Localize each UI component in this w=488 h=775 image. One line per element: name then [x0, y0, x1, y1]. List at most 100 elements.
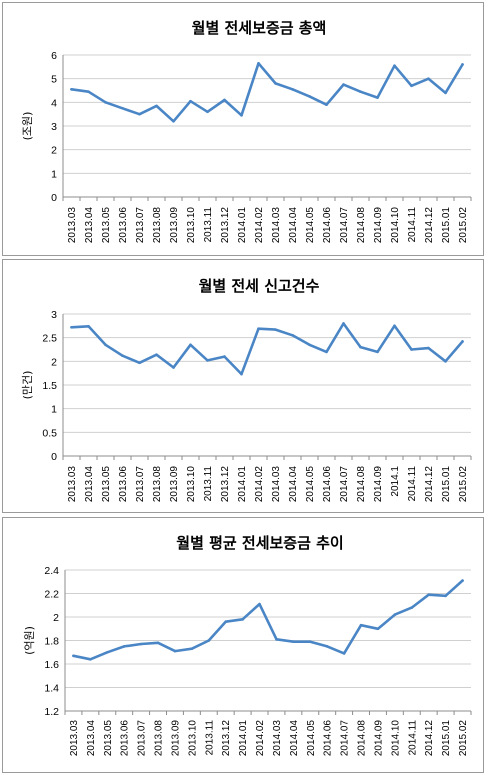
- chart-panel-average-deposit: 월별 평균 전세보증금 추이 (억원) 1.2 1.4 1.6 1.8 2 2.2 2.4 201…: [2, 517, 484, 773]
- data-point: [72, 654, 75, 658]
- data-point: [274, 82, 277, 85]
- data-point: [139, 642, 143, 646]
- x-tick-label: 2014.02: [254, 207, 265, 244]
- y-tick-label: 4: [51, 97, 57, 109]
- chart-title: 월별 평균 전세보증금 추이: [176, 534, 343, 552]
- data-point: [325, 103, 328, 106]
- data-point: [274, 328, 277, 331]
- y-tick-label: 2: [53, 612, 59, 624]
- data-point: [410, 84, 413, 88]
- x-tick-label: 2014.11: [407, 720, 418, 756]
- data-point: [104, 101, 107, 104]
- y-tick-label: 0.5: [42, 427, 57, 439]
- x-tick-label: 2015.01: [441, 466, 452, 503]
- data-point: [206, 359, 209, 362]
- data-point: [461, 340, 464, 343]
- data-point: [70, 325, 73, 329]
- y-tick-label: 1: [51, 404, 57, 416]
- x-tick-label: 2013.07: [137, 720, 148, 757]
- y-tick-label: 3: [51, 121, 57, 133]
- data-point: [444, 360, 447, 363]
- data-point: [393, 64, 396, 67]
- data-point: [207, 639, 211, 642]
- chart-title: 월별 전세 신고건수: [199, 277, 320, 295]
- x-tick-label: 2014.01: [238, 720, 249, 757]
- x-tick-label: 2014.10: [390, 207, 401, 244]
- data-point: [292, 640, 295, 643]
- chart-panel-total-deposit: 월별 전세보증금 총액 (조원) 0 1 2 3 4 5 6 2013.03 2013.04 2013…: [2, 2, 484, 256]
- data-point: [241, 618, 244, 621]
- x-tick-label: 2013.03: [69, 720, 80, 757]
- data-point: [189, 343, 192, 347]
- x-tick-label: 2013.11: [204, 720, 215, 756]
- y-tick-label: 2: [51, 145, 57, 157]
- x-tick-label: 2013.05: [103, 720, 114, 757]
- x-tick-label: 2013.04: [84, 466, 95, 503]
- x-tick-label: 2013.09: [169, 207, 180, 244]
- data-point: [359, 623, 363, 627]
- y-tick-label: 1.6: [44, 659, 59, 671]
- y-tick-label: 2: [51, 356, 57, 368]
- x-tick-label: 2013.11: [203, 207, 214, 243]
- y-tick-label: 1.8: [44, 636, 59, 648]
- data-point: [138, 361, 141, 365]
- x-tick-label: 2014.09: [373, 720, 384, 757]
- data-point: [275, 638, 278, 641]
- x-tick-label: 2013.03: [67, 207, 78, 244]
- data-point: [376, 627, 380, 631]
- data-point: [190, 647, 194, 651]
- data-point: [376, 96, 379, 99]
- data-point: [70, 88, 73, 91]
- x-tick-label: 2014.12: [424, 720, 435, 757]
- data-point: [461, 63, 464, 66]
- data-point: [258, 602, 261, 606]
- y-tick-label: 1: [51, 168, 57, 180]
- x-tick-label: 2013.03: [67, 466, 78, 503]
- x-tick-label: 2014.12: [424, 207, 435, 244]
- x-tick-label: 2013.05: [101, 207, 112, 244]
- x-tick-label: 2014.04: [289, 720, 300, 757]
- x-tick-label: 2014.09: [373, 466, 384, 503]
- y-tick-label: 1.4: [44, 683, 59, 695]
- y-axis-label: (만건): [21, 371, 34, 400]
- x-tick-label: 2013.07: [135, 466, 146, 503]
- x-tick-label: 2013.10: [186, 466, 197, 503]
- data-point: [121, 106, 124, 110]
- chart-panel-report-count: 월별 전세 신고건수 (만건) 0 0.5 1 1.5 2 2.5 3 2013.03 2013.0…: [2, 259, 484, 513]
- x-tick-label: 2014.05: [306, 720, 317, 757]
- y-tick-label: 2.2: [44, 589, 59, 601]
- x-tick-label: 2014.06: [322, 207, 333, 244]
- x-tick-label: 2013.04: [86, 720, 97, 757]
- x-tick-label: 2014.06: [323, 720, 334, 757]
- x-tick-label: 2013.08: [154, 720, 165, 757]
- x-tick-label: 2014.05: [305, 207, 316, 244]
- data-point: [223, 98, 226, 102]
- x-tick-label: 2013.11: [203, 466, 214, 502]
- x-tick-label: 2013.06: [120, 720, 131, 757]
- x-tick-label: 2014.01: [237, 207, 248, 244]
- x-tick-label: 2013.06: [118, 207, 129, 244]
- data-point: [291, 334, 294, 337]
- x-tick-label: 2015.02: [458, 466, 469, 503]
- y-tick-label: 3: [51, 309, 57, 321]
- y-axis-label: (조원): [21, 112, 34, 141]
- x-tick-label: 2015.02: [458, 207, 469, 244]
- x-tick-label: 2013.12: [221, 720, 232, 757]
- x-tick-label: 2014.03: [272, 720, 283, 757]
- data-point: [122, 645, 126, 648]
- data-point: [156, 641, 160, 645]
- y-tick-label: 2.4: [44, 565, 59, 577]
- x-tick-label: 2013.04: [84, 207, 95, 244]
- x-tick-label: 2013.08: [152, 466, 163, 503]
- x-tick-label: 2014.08: [356, 207, 367, 244]
- chart-title: 월별 전세보증금 총액: [192, 19, 327, 37]
- x-tick-label: 2015.01: [441, 207, 452, 244]
- data-point: [342, 83, 345, 86]
- data-point: [89, 658, 92, 661]
- x-tick-label: 2013.06: [118, 466, 129, 503]
- x-tick-label: 2014.11: [407, 207, 418, 243]
- y-tick-label: 6: [51, 50, 57, 62]
- data-point: [257, 327, 260, 330]
- data-point: [325, 645, 329, 648]
- data-point: [444, 91, 447, 95]
